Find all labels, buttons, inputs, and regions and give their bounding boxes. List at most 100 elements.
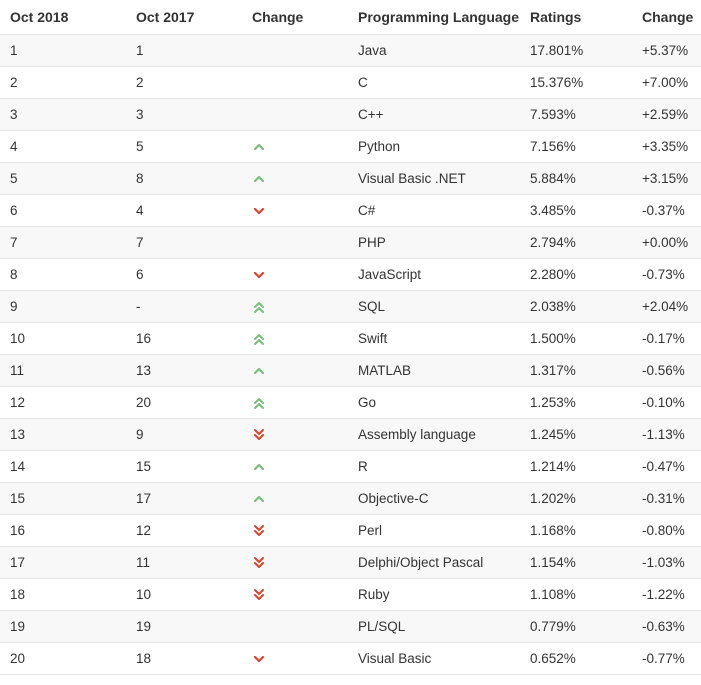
cell-oct-2017: 6 — [136, 258, 252, 291]
table-row: 13 9 Assembly language 1.245% -1.13% — [0, 418, 701, 451]
cell-change-percent: -0.77% — [642, 642, 701, 675]
table-row: 3 3 C++ 7.593% +2.59% — [0, 98, 701, 131]
table-row: 14 15 R 1.214% -0.47% — [0, 450, 701, 483]
cell-language: Delphi/Object Pascal — [358, 546, 530, 579]
cell-oct-2017: 11 — [136, 546, 252, 579]
cell-ratings: 5.884% — [530, 162, 642, 195]
cell-change-arrow — [252, 162, 358, 195]
table-row: 15 17 Objective-C 1.202% -0.31% — [0, 482, 701, 515]
cell-change-arrow — [252, 482, 358, 515]
cell-ratings: 1.202% — [530, 482, 642, 515]
cell-ratings: 17.801% — [530, 34, 642, 67]
arrow-up-icon — [252, 460, 266, 474]
cell-change-percent: -1.13% — [642, 418, 701, 451]
cell-language: PHP — [358, 226, 530, 259]
cell-language: Assembly language — [358, 418, 530, 451]
cell-ratings: 1.214% — [530, 450, 642, 483]
cell-change-percent: -0.80% — [642, 514, 701, 547]
cell-language: C# — [358, 194, 530, 227]
cell-oct-2018: 1 — [0, 34, 136, 67]
cell-oct-2017: 12 — [136, 514, 252, 547]
cell-change-percent: +3.35% — [642, 130, 701, 163]
cell-change-arrow — [252, 386, 358, 419]
cell-change-arrow — [252, 130, 358, 163]
cell-language: Ruby — [358, 578, 530, 611]
cell-change-percent: -0.17% — [642, 322, 701, 355]
header-programming-language[interactable]: Programming Language — [358, 9, 520, 25]
cell-oct-2017: 3 — [136, 98, 252, 131]
cell-oct-2017: 1 — [136, 34, 252, 67]
table-row: 7 7 PHP 2.794% +0.00% — [0, 226, 701, 259]
cell-oct-2017: 4 — [136, 194, 252, 227]
cell-oct-2018: 15 — [0, 482, 136, 515]
cell-ratings: 0.779% — [530, 610, 642, 643]
double-arrow-down-icon — [252, 588, 266, 602]
cell-change-percent: +7.00% — [642, 66, 701, 99]
cell-change-arrow — [252, 66, 358, 99]
cell-ratings: 2.038% — [530, 290, 642, 323]
header-oct-2017[interactable]: Oct 2017 — [136, 9, 195, 25]
table-row: 4 5 Python 7.156% +3.35% — [0, 130, 701, 163]
cell-change-arrow — [252, 258, 358, 291]
table-row: 1 1 Java 17.801% +5.37% — [0, 34, 701, 67]
cell-change-arrow — [252, 98, 358, 131]
cell-change-percent: -1.03% — [642, 546, 701, 579]
cell-change-arrow — [252, 610, 358, 643]
cell-ratings: 3.485% — [530, 194, 642, 227]
cell-language: Python — [358, 130, 530, 163]
double-arrow-down-icon — [252, 524, 266, 538]
cell-oct-2018: 6 — [0, 194, 136, 227]
cell-language: Visual Basic — [358, 642, 530, 675]
cell-oct-2018: 14 — [0, 450, 136, 483]
header-change-arrow[interactable]: Change — [252, 9, 304, 25]
cell-oct-2017: 13 — [136, 354, 252, 387]
cell-change-percent: +2.04% — [642, 290, 701, 323]
table-row: 8 6 JavaScript 2.280% -0.73% — [0, 258, 701, 291]
cell-change-percent: +0.00% — [642, 226, 701, 259]
header-oct-2018[interactable]: Oct 2018 — [10, 9, 69, 25]
table-row: 20 18 Visual Basic 0.652% -0.77% — [0, 642, 701, 675]
cell-oct-2018: 18 — [0, 578, 136, 611]
cell-ratings: 1.245% — [530, 418, 642, 451]
cell-change-arrow — [252, 578, 358, 611]
double-arrow-up-icon — [252, 300, 266, 314]
cell-language: JavaScript — [358, 258, 530, 291]
cell-change-arrow — [252, 514, 358, 547]
cell-oct-2018: 16 — [0, 514, 136, 547]
cell-language: C — [358, 66, 530, 99]
cell-oct-2017: 20 — [136, 386, 252, 419]
cell-oct-2017: 2 — [136, 66, 252, 99]
cell-change-percent: -0.73% — [642, 258, 701, 291]
arrow-down-icon — [252, 652, 266, 666]
table-row: 16 12 Perl 1.168% -0.80% — [0, 514, 701, 547]
cell-change-arrow — [252, 290, 358, 323]
arrow-down-icon — [252, 204, 266, 218]
table-row: 5 8 Visual Basic .NET 5.884% +3.15% — [0, 162, 701, 195]
header-row: Oct 2018 Oct 2017 Change Programming Lan… — [0, 0, 701, 35]
cell-change-percent: -0.47% — [642, 450, 701, 483]
arrow-up-icon — [252, 172, 266, 186]
cell-oct-2017: 19 — [136, 610, 252, 643]
cell-oct-2018: 8 — [0, 258, 136, 291]
table-row: 11 13 MATLAB 1.317% -0.56% — [0, 354, 701, 387]
cell-change-percent: +2.59% — [642, 98, 701, 131]
cell-change-percent: -0.56% — [642, 354, 701, 387]
cell-language: Perl — [358, 514, 530, 547]
cell-oct-2017: 5 — [136, 130, 252, 163]
cell-change-percent: +5.37% — [642, 34, 701, 67]
cell-language: Go — [358, 386, 530, 419]
arrow-up-icon — [252, 492, 266, 506]
cell-oct-2017: 10 — [136, 578, 252, 611]
cell-oct-2018: 4 — [0, 130, 136, 163]
cell-change-percent: -0.37% — [642, 194, 701, 227]
cell-change-arrow — [252, 450, 358, 483]
cell-language: Java — [358, 34, 530, 67]
cell-oct-2018: 20 — [0, 642, 136, 675]
cell-ratings: 1.154% — [530, 546, 642, 579]
cell-language: PL/SQL — [358, 610, 530, 643]
cell-change-percent: -1.22% — [642, 578, 701, 611]
header-ratings[interactable]: Ratings — [530, 9, 582, 25]
cell-oct-2018: 19 — [0, 610, 136, 643]
cell-change-percent: +3.15% — [642, 162, 701, 195]
header-change-percent[interactable]: Change — [642, 9, 694, 25]
